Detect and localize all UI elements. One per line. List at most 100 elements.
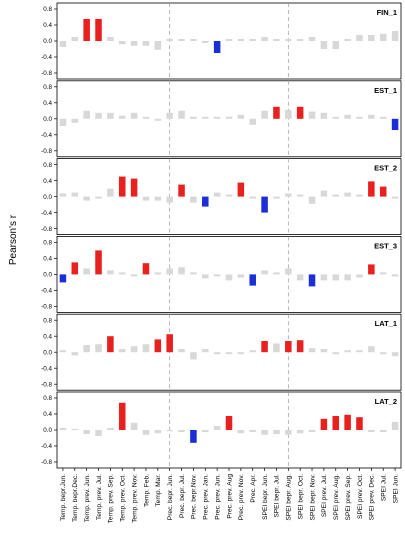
bar [59, 118, 67, 126]
bar [368, 346, 375, 353]
bar [344, 414, 351, 430]
bar [71, 118, 79, 123]
bar [391, 118, 399, 130]
bar [273, 106, 280, 119]
bar [296, 340, 304, 353]
category-label: Temp. prev. Jun. [84, 474, 91, 522]
y-tick-label: -0.8 [41, 148, 52, 155]
bar [190, 430, 197, 443]
y-tick-label: 0.4 [43, 333, 52, 340]
panel-lat_1: 0.8 0.4 0.0 -0.4 -0.8 LAT_1 [41, 313, 402, 391]
panel-label: LAT_1 [375, 319, 397, 328]
y-tick-label: -0.4 [41, 443, 52, 450]
y-tick-label: -0.4 [41, 365, 52, 372]
y-tick-label: 0.0 [43, 349, 52, 356]
bar [296, 106, 304, 119]
bar [166, 196, 173, 203]
bar [83, 110, 90, 119]
bar [249, 39, 256, 41]
bar [71, 428, 79, 430]
bar [391, 352, 399, 357]
bar [391, 196, 399, 199]
y-tick-label: -0.4 [41, 132, 52, 139]
bar [71, 192, 79, 197]
panel-label: EST_3 [374, 241, 397, 250]
bar [83, 196, 90, 201]
bar [261, 270, 268, 275]
bar [95, 196, 102, 199]
category-label: SPEI prev. Oct. [357, 474, 364, 519]
y-tick-label: 0.8 [43, 162, 52, 169]
bar [154, 272, 162, 275]
bar [249, 196, 256, 199]
bar [71, 352, 79, 356]
bar [285, 268, 292, 275]
bar [166, 430, 173, 432]
category-label: SPEI bepr. Aug. [286, 474, 293, 521]
bar [59, 41, 67, 47]
bar [107, 336, 114, 353]
y-tick-label: 0.4 [43, 100, 52, 107]
y-tick-label: 0.4 [43, 411, 52, 418]
y-tick-label: 0.4 [43, 178, 52, 185]
bar [213, 426, 221, 430]
panel-label: FIN_1 [377, 8, 397, 17]
category-label: SPEI prev. Dec. [369, 474, 376, 521]
panel-fin_1: 0.8 0.4 0.0 -0.4 -0.8 FIN_1 [41, 2, 402, 80]
category-label: Prec. prev. Nov. [238, 474, 245, 520]
bar [83, 345, 90, 353]
bar [273, 272, 280, 275]
bar [225, 39, 233, 41]
bar [202, 41, 209, 43]
category-label: SPEI Jul. [381, 474, 388, 501]
bar [344, 350, 351, 353]
bar [154, 430, 162, 434]
bar [59, 428, 67, 430]
bar [213, 352, 221, 355]
y-tick-label: 0.0 [43, 427, 52, 434]
bar [225, 416, 233, 430]
bar [142, 344, 150, 353]
bar [285, 193, 292, 197]
category-label: Temp. prev. Sep. [108, 474, 115, 524]
bar [225, 352, 233, 355]
bar [379, 272, 387, 275]
bar [166, 268, 173, 275]
category-label: Prec. bepr.Nov. [191, 474, 198, 519]
category-label: Temp. prev. Nov. [131, 474, 138, 523]
bar [379, 116, 387, 119]
bar [379, 33, 387, 41]
bar [107, 188, 114, 197]
category-label: SPEI Jun. [392, 474, 399, 503]
y-tick-label: -0.8 [41, 226, 52, 233]
bar [130, 41, 138, 46]
bar [332, 416, 340, 430]
bar [178, 110, 185, 119]
category-label: Prec. prev. Jun. [214, 474, 221, 520]
bar [237, 430, 245, 434]
bar [237, 352, 245, 355]
bar [83, 268, 90, 275]
bar [308, 348, 316, 353]
bar [130, 274, 138, 277]
bar [320, 190, 328, 197]
bar [332, 194, 340, 197]
bar [296, 39, 304, 41]
bar [118, 272, 126, 275]
bar [142, 41, 150, 46]
bar [332, 41, 340, 49]
bar [379, 352, 387, 355]
bar [320, 274, 328, 281]
bar [95, 344, 102, 353]
bar [95, 19, 102, 41]
bar [273, 39, 280, 41]
bar [190, 39, 197, 41]
bar [320, 41, 328, 49]
bar [344, 114, 351, 119]
bar [368, 430, 375, 432]
bar [379, 186, 387, 197]
y-tick-label: 0.0 [43, 272, 52, 279]
bar [213, 41, 221, 53]
bar [202, 196, 209, 207]
